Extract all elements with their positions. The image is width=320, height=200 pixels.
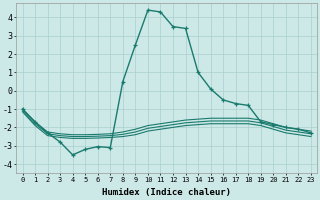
X-axis label: Humidex (Indice chaleur): Humidex (Indice chaleur) (102, 188, 231, 197)
